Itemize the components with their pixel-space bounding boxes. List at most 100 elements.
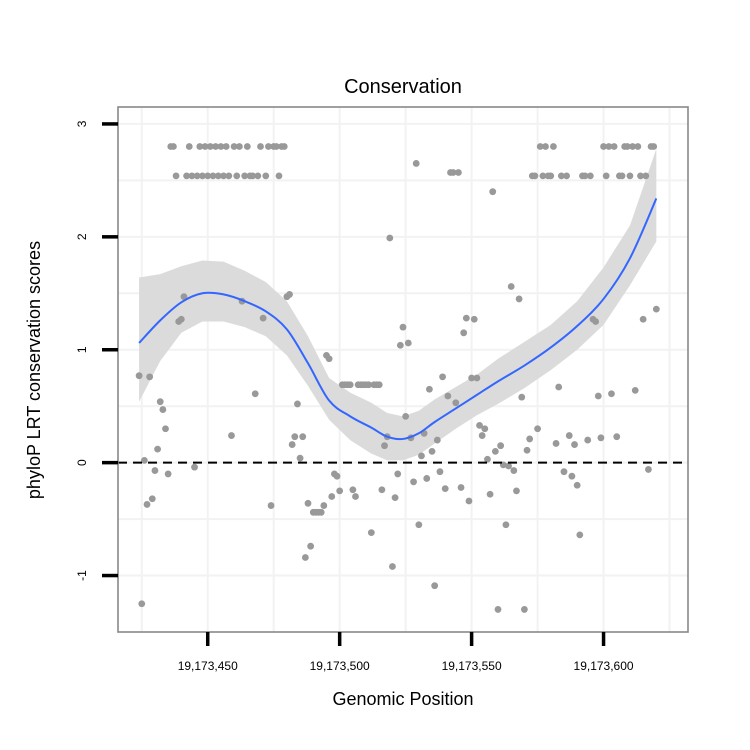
data-point [148, 495, 156, 503]
data-point [584, 436, 592, 444]
data-point [531, 172, 539, 180]
data-point [291, 433, 299, 441]
data-point [146, 373, 154, 381]
loess-fit-line [138, 198, 658, 441]
data-point [623, 143, 631, 150]
data-point [230, 143, 238, 150]
data-point [573, 481, 581, 489]
data-point [497, 442, 505, 450]
data-point [154, 445, 161, 453]
data-point [296, 454, 304, 462]
data-point [286, 291, 293, 298]
data-point [642, 172, 650, 180]
data-point [378, 486, 386, 494]
data-point [631, 386, 639, 394]
data-point [191, 463, 198, 471]
data-point [520, 606, 528, 613]
data-point [389, 563, 396, 570]
data-point [428, 447, 436, 455]
x-axis: 19,173,450 19,173,500 19,173,550 19,173,600 [178, 632, 634, 673]
data-point [418, 452, 425, 460]
data-point [605, 143, 613, 150]
data-point [299, 433, 307, 441]
data-point [560, 468, 568, 476]
data-point [650, 143, 658, 150]
data-point [494, 606, 502, 613]
x-tick-label: 19,173,550 [442, 659, 502, 673]
data-point [304, 499, 312, 507]
data-point [439, 373, 446, 381]
data-point [262, 172, 270, 180]
data-point [381, 442, 388, 450]
data-point [138, 600, 146, 608]
data-point [652, 305, 660, 313]
data-point [333, 472, 341, 480]
data-point [156, 398, 164, 406]
data-point [235, 143, 243, 150]
data-point [481, 425, 489, 433]
data-point [581, 172, 589, 180]
data-point [386, 234, 394, 242]
data-point [267, 502, 275, 509]
data-point [576, 531, 584, 539]
data-point [473, 374, 481, 382]
data-point [571, 441, 578, 448]
data-point [552, 440, 560, 447]
data-point [547, 172, 555, 180]
data-point [542, 143, 549, 150]
data-point [394, 470, 402, 478]
data-point [251, 390, 259, 398]
data-point [349, 486, 357, 494]
data-point [637, 172, 644, 180]
data-point [185, 143, 193, 150]
data-point [484, 455, 491, 463]
data-point [436, 468, 444, 476]
data-point [613, 433, 621, 441]
data-point [433, 436, 441, 444]
data-point [586, 172, 594, 180]
data-point [241, 172, 249, 180]
data-point [214, 172, 222, 180]
data-point [449, 169, 457, 176]
data-point [565, 432, 573, 439]
data-point [254, 172, 262, 180]
data-point [143, 501, 151, 508]
data-point [140, 456, 148, 464]
data-point [228, 432, 235, 439]
data-point [280, 143, 288, 150]
y-tick-label: -1 [75, 570, 89, 581]
data-point [594, 392, 602, 400]
data-point [468, 374, 476, 382]
data-point [328, 493, 336, 500]
smooth-line-layer [138, 198, 658, 441]
data-point [536, 143, 544, 150]
data-point [391, 494, 399, 502]
data-point [550, 143, 557, 150]
data-point [317, 508, 325, 516]
data-point [375, 381, 383, 389]
data-point [523, 446, 531, 454]
data-point [568, 472, 576, 480]
data-point [294, 400, 301, 408]
data-point [180, 293, 188, 301]
data-point [441, 485, 449, 493]
data-point [217, 143, 225, 150]
data-point [275, 172, 283, 180]
y-axis: -1 0 1 2 3 [75, 120, 118, 581]
data-point [367, 529, 375, 537]
data-point [444, 392, 452, 400]
data-point [320, 502, 328, 509]
data-point [513, 487, 520, 495]
data-point [222, 143, 230, 150]
data-point [188, 172, 196, 180]
data-point [288, 441, 296, 448]
data-point [402, 412, 410, 420]
data-point [272, 143, 280, 150]
data-point [206, 143, 214, 150]
data-point [423, 475, 431, 482]
data-point [608, 390, 615, 398]
data-point [193, 172, 201, 180]
data-point [151, 467, 159, 474]
data-point [225, 172, 233, 180]
data-point [557, 172, 565, 180]
